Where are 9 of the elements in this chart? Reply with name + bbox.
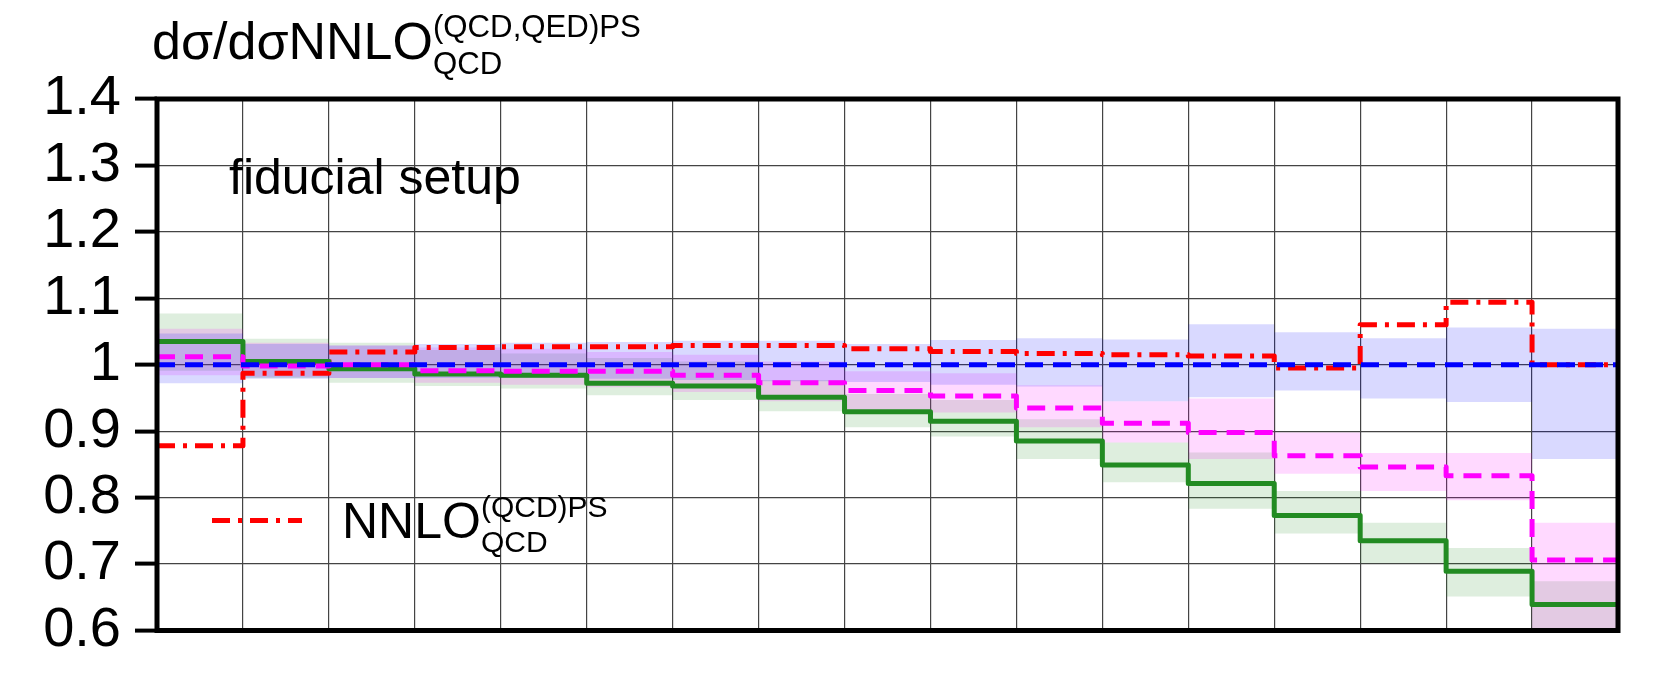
y-tick-label: 1.3 bbox=[43, 129, 121, 193]
y-tick-label: 1.4 bbox=[43, 63, 121, 127]
y-tick-label: 1.2 bbox=[43, 196, 121, 260]
y-tick-label: 0.9 bbox=[43, 395, 121, 459]
y-tick-label: 1 bbox=[89, 329, 121, 393]
y-tick-label: 0.8 bbox=[43, 461, 121, 525]
y-tick-label: 0.7 bbox=[43, 528, 121, 592]
y-tick-label: 0.6 bbox=[43, 594, 121, 658]
y-tick-label: 1.1 bbox=[43, 262, 121, 326]
